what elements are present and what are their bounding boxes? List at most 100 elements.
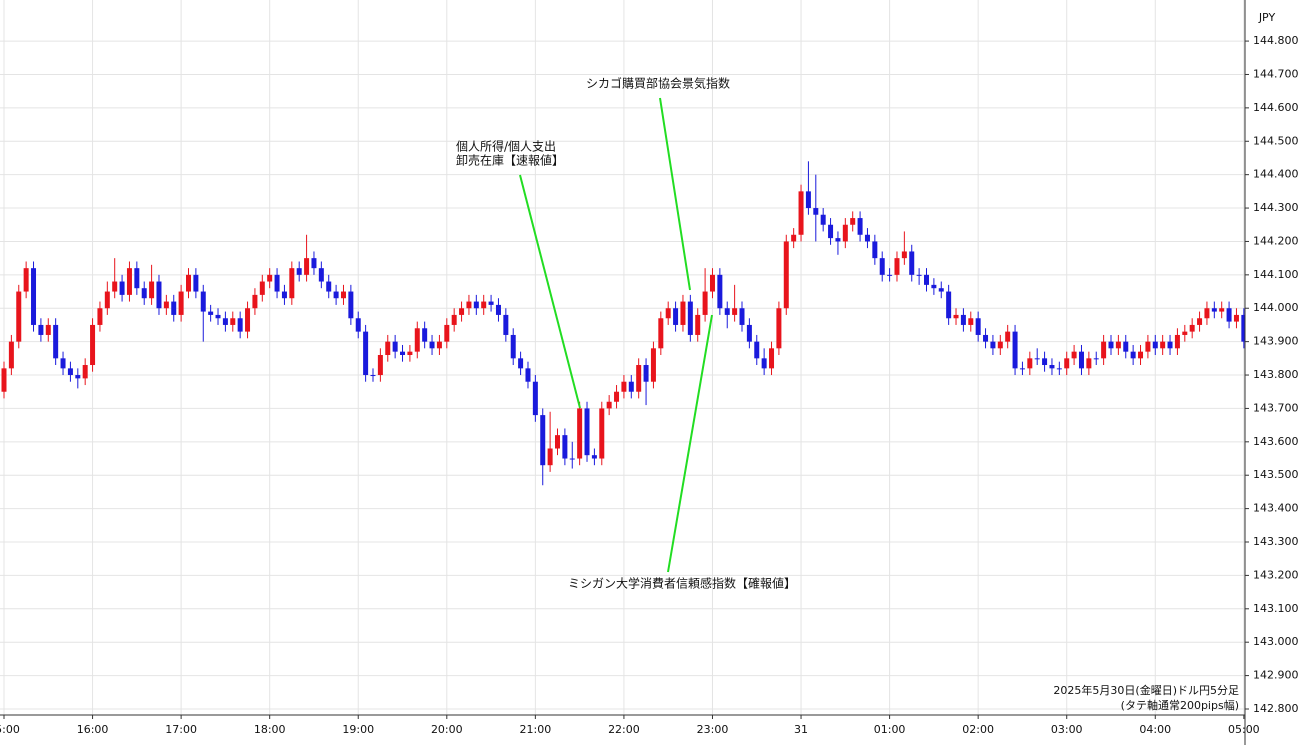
candle-body <box>532 381 538 416</box>
candle-body <box>628 381 634 392</box>
candle-body <box>857 218 863 235</box>
candle-body <box>60 358 66 369</box>
candle-body <box>776 308 782 349</box>
candle-body <box>1056 368 1062 370</box>
candle-body <box>791 234 797 242</box>
candle-body <box>16 291 22 342</box>
candle-body <box>90 324 96 366</box>
candle-body <box>1152 341 1158 349</box>
candle-body <box>1019 368 1025 370</box>
candle-body <box>444 324 450 342</box>
candle-body <box>916 274 922 276</box>
y-tick-label: 143.500 <box>1253 468 1299 481</box>
candle-body <box>82 365 88 379</box>
candle-body <box>400 351 406 355</box>
candle-body <box>983 334 989 342</box>
candle-body <box>495 304 501 315</box>
x-tick-label: 01:00 <box>874 723 906 736</box>
candle-body <box>1174 334 1180 349</box>
candle-body <box>938 288 944 292</box>
candle-body <box>200 291 206 312</box>
candle-body <box>326 281 332 292</box>
x-tick-label: 23:00 <box>697 723 729 736</box>
candle-body <box>1167 341 1173 349</box>
candle-body <box>1189 324 1195 332</box>
candle-body <box>237 318 243 332</box>
candle-body <box>555 435 560 449</box>
candle-body <box>990 341 996 349</box>
footnote: 2025年5月30日(金曜日)ドル円5分足 <box>1053 683 1239 697</box>
candle-body <box>1130 351 1136 359</box>
candle-body <box>156 281 162 309</box>
candle-body <box>1115 341 1121 349</box>
candle-body <box>245 308 251 332</box>
candle-body <box>894 258 900 275</box>
candle-body <box>466 301 472 309</box>
candle-body <box>924 274 929 285</box>
candle-body <box>186 274 191 292</box>
candle-body <box>370 375 376 377</box>
candle-body <box>1071 351 1077 359</box>
candle-body <box>1042 358 1048 366</box>
candle-body <box>1138 351 1144 359</box>
candle-body <box>901 251 907 259</box>
candle-body <box>510 334 516 359</box>
annotation-line <box>667 314 713 573</box>
candle-body <box>104 291 110 309</box>
candle-body <box>1145 341 1151 352</box>
candle-body <box>695 314 701 335</box>
candle-body <box>850 218 856 225</box>
candle-body <box>621 381 627 392</box>
candle-body <box>340 291 346 299</box>
candle-body <box>820 214 826 225</box>
candle-body <box>436 341 442 349</box>
y-tick-label: 144.500 <box>1253 134 1299 147</box>
candle-body <box>385 341 391 355</box>
candle-body <box>717 274 723 309</box>
candle-body <box>805 191 811 209</box>
candle-body <box>997 341 1003 349</box>
y-tick-label: 142.800 <box>1253 702 1299 715</box>
candle-body <box>658 318 664 349</box>
grid <box>0 0 1245 715</box>
candle-body <box>267 274 273 282</box>
candle-body <box>1101 341 1107 359</box>
candle-body <box>414 328 420 352</box>
candle-body <box>798 191 804 235</box>
candle-body <box>459 308 465 315</box>
candle-body <box>488 301 494 305</box>
x-tick-label: 03:00 <box>1051 723 1083 736</box>
candle-body <box>259 281 265 295</box>
y-tick-label: 144.200 <box>1253 234 1299 247</box>
candle-body <box>134 268 140 289</box>
candle-body <box>1 368 7 392</box>
candle-body <box>473 301 479 309</box>
candle-body <box>525 368 531 382</box>
candle-body <box>1034 358 1040 360</box>
candle-body <box>879 258 885 275</box>
candle-body <box>1197 318 1203 325</box>
candle-body <box>864 234 870 242</box>
candle-body <box>112 281 118 292</box>
footnote: (タテ軸通常200pips幅) <box>1121 698 1239 712</box>
y-tick-label: 144.300 <box>1253 201 1299 214</box>
candle-body <box>754 341 760 359</box>
candle-body <box>23 268 29 292</box>
candle-body <box>931 284 937 289</box>
candle-body <box>252 294 258 309</box>
candle-body <box>680 301 686 325</box>
candle-body <box>606 401 612 409</box>
y-tick-label: 142.900 <box>1253 669 1299 682</box>
candle-body <box>429 341 435 349</box>
candle-body <box>650 348 656 382</box>
candle-body <box>783 241 789 309</box>
annotation-line <box>519 174 581 409</box>
candle-body <box>304 258 310 275</box>
y-tick-label: 143.100 <box>1253 602 1299 615</box>
x-tick-label: 05:00 <box>1228 723 1260 736</box>
annotation-line <box>659 97 691 291</box>
x-tick-label: 04:00 <box>1139 723 1171 736</box>
candle-body <box>289 268 295 299</box>
candle-body <box>746 324 752 342</box>
candle-body <box>149 281 155 299</box>
